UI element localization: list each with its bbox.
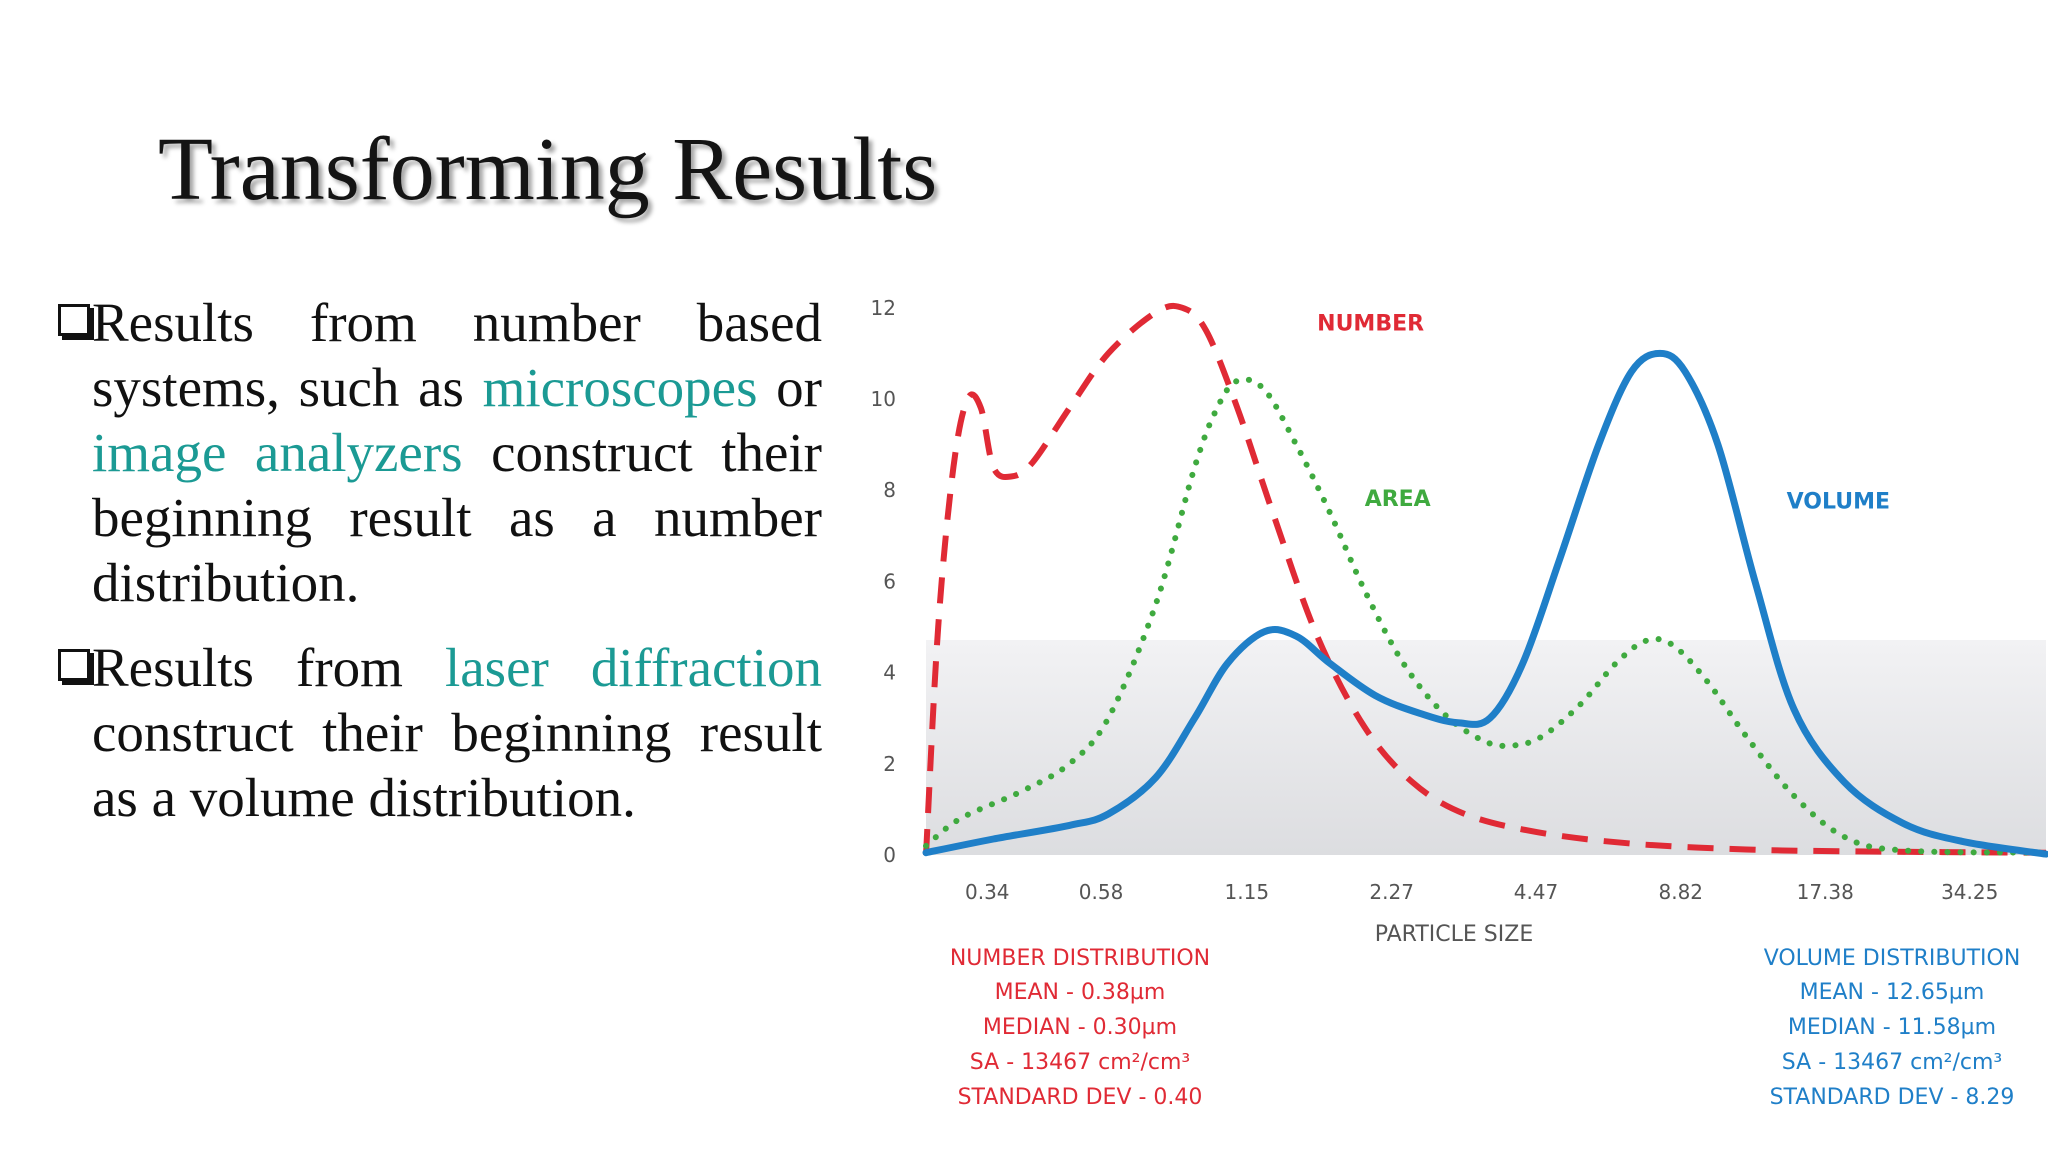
chart-curves xyxy=(922,302,2048,858)
y-tick-label: 6 xyxy=(883,569,896,593)
bullet-list: Results from number based systems, such … xyxy=(56,290,822,850)
highlight-laser-diffraction: laser diffraction xyxy=(444,637,822,698)
volume-mean: MEAN - 12.65µm xyxy=(1800,980,1985,1005)
highlight-image-analyzers: image analyzers xyxy=(92,422,463,483)
volume-distribution-title: VOLUME DISTRIBUTION xyxy=(1764,946,2021,971)
y-tick-label: 8 xyxy=(883,478,896,502)
volume-std-dev: STANDARD DEV - 8.29 xyxy=(1770,1085,2015,1110)
y-tick-label: 10 xyxy=(871,387,896,411)
checkbox-bullet-icon xyxy=(58,649,90,681)
x-tick-label: 0.58 xyxy=(1079,880,1124,904)
chart-svg: 0 2 4 6 8 10 12 0.34 0.58 1.15 2.27 4.47 8.82 17.38 3… xyxy=(871,296,2048,1110)
text-segment: Results from number based systems, such … xyxy=(92,292,822,418)
x-tick-label: 4.47 xyxy=(1514,880,1559,904)
bullet-text: Results from number based systems, such … xyxy=(92,292,822,613)
curve-labels: NUMBER AREA VOLUME xyxy=(1317,312,1890,515)
x-tick-label: 2.27 xyxy=(1369,880,1414,904)
y-tick-label: 0 xyxy=(883,843,896,867)
y-axis-ticks: 0 2 4 6 8 10 12 xyxy=(871,296,896,867)
particle-size-chart: 0 2 4 6 8 10 12 0.34 0.58 1.15 2.27 4.47 8.82 17.38 3… xyxy=(840,285,2048,1125)
x-axis-label: PARTICLE SIZE xyxy=(1375,922,1533,947)
checkbox-bullet-icon xyxy=(58,304,90,336)
bullet-item-laser-diffraction: Results from laser diffraction construct… xyxy=(56,635,822,830)
x-tick-label: 17.38 xyxy=(1797,880,1854,904)
number-median: MEDIAN - 0.30µm xyxy=(983,1015,1177,1040)
bullet-item-number-systems: Results from number based systems, such … xyxy=(56,290,822,615)
text-segment: construct their beginning result as a vo… xyxy=(92,702,822,828)
number-distribution-stats: NUMBER DISTRIBUTION MEAN - 0.38µm MEDIAN… xyxy=(950,946,1210,1110)
number-sa: SA - 13467 cm²/cm³ xyxy=(970,1050,1190,1075)
number-std-dev: STANDARD DEV - 0.40 xyxy=(958,1085,1203,1110)
y-tick-label: 12 xyxy=(871,296,896,320)
x-tick-label: 8.82 xyxy=(1658,880,1703,904)
bullet-text: Results from laser diffraction construct… xyxy=(92,637,822,828)
series-volume-line xyxy=(922,349,2048,858)
text-segment: Results from xyxy=(92,637,445,698)
x-tick-label: 1.15 xyxy=(1225,880,1270,904)
highlight-microscopes: microscopes xyxy=(482,357,758,418)
volume-sa: SA - 13467 cm²/cm³ xyxy=(1782,1050,2002,1075)
x-axis-ticks: 0.34 0.58 1.15 2.27 4.47 8.82 17.38 34.25 xyxy=(965,880,1998,904)
volume-median: MEDIAN - 11.58µm xyxy=(1788,1015,1996,1040)
series-number-line xyxy=(923,302,2047,856)
volume-distribution-stats: VOLUME DISTRIBUTION MEAN - 12.65µm MEDIA… xyxy=(1764,946,2021,1110)
text-segment: construct their beginning result as a nu… xyxy=(92,422,822,613)
x-tick-label: 34.25 xyxy=(1941,880,1998,904)
curve-label-number: NUMBER xyxy=(1317,312,1424,337)
curve-label-volume: VOLUME xyxy=(1787,489,1890,514)
x-tick-label: 0.34 xyxy=(965,880,1010,904)
number-distribution-title: NUMBER DISTRIBUTION xyxy=(950,946,1210,971)
text-segment: or xyxy=(757,357,822,418)
y-tick-label: 4 xyxy=(883,661,896,685)
y-tick-label: 2 xyxy=(883,752,896,776)
series-area-line xyxy=(923,376,2048,856)
number-mean: MEAN - 0.38µm xyxy=(995,980,1166,1005)
slide-title: Transforming Results xyxy=(158,120,938,219)
curve-label-area: AREA xyxy=(1365,487,1431,512)
